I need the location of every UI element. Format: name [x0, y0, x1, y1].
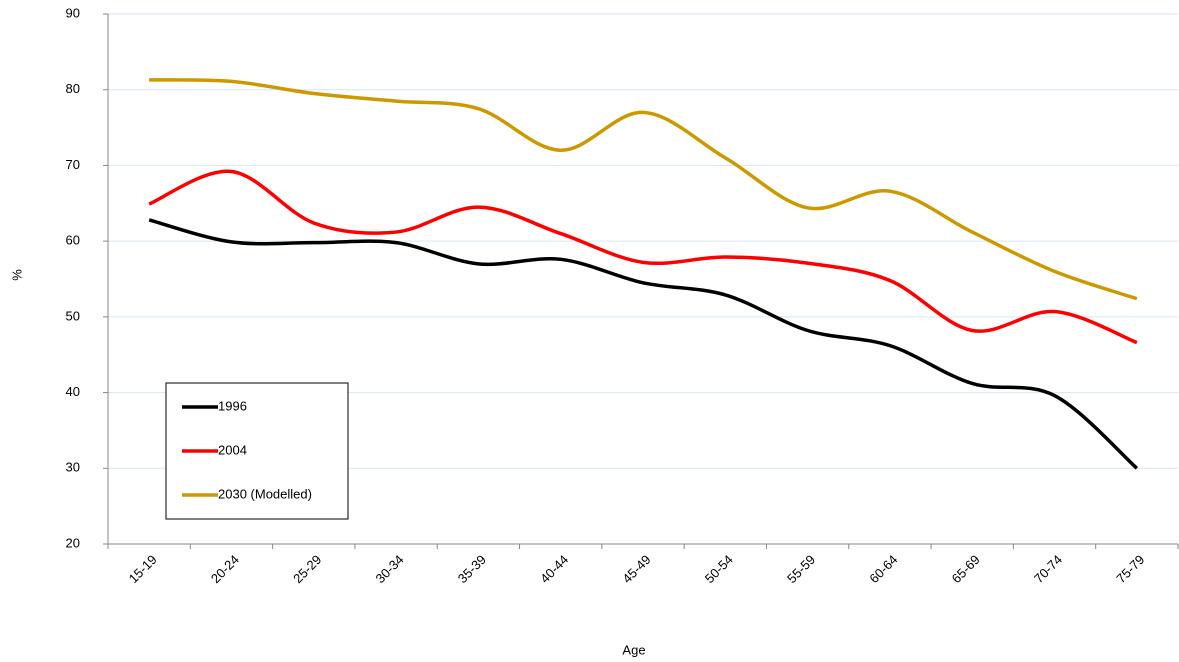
- x-tick-label: 30-34: [373, 552, 407, 586]
- x-tick-label: 70-74: [1031, 552, 1065, 586]
- x-tick-label: 60-64: [866, 552, 900, 586]
- x-tick-label: 15-19: [126, 552, 160, 586]
- legend-label: 2004: [218, 442, 247, 457]
- x-tick-label: 65-69: [949, 552, 983, 586]
- x-tick-label: 75-79: [1113, 552, 1147, 586]
- line: [148, 218, 1139, 470]
- y-tick-label: 60: [66, 233, 80, 248]
- x-axis-label: Age: [622, 642, 645, 657]
- legend-label: 1996: [218, 398, 247, 413]
- legend-label: 2030 (Modelled): [218, 486, 312, 501]
- line: [148, 169, 1138, 345]
- line: [149, 78, 1138, 301]
- y-tick-label: 70: [66, 157, 80, 172]
- y-tick-label: 50: [66, 308, 80, 323]
- y-tick-label: 90: [66, 5, 80, 20]
- y-axis-label: %: [9, 269, 24, 281]
- x-tick-label: 45-49: [619, 552, 653, 586]
- x-tick-label: 20-24: [208, 552, 242, 586]
- y-tick-label: 30: [66, 460, 80, 475]
- y-tick-label: 20: [66, 535, 80, 550]
- x-tick-label: 50-54: [702, 552, 736, 586]
- x-tick-label: 25-29: [290, 552, 324, 586]
- x-tick-label: 55-59: [784, 552, 818, 586]
- y-tick-label: 80: [66, 81, 80, 96]
- x-tick-label: 35-39: [455, 552, 489, 586]
- x-tick-label: 40-44: [537, 552, 571, 586]
- y-tick-label: 40: [66, 384, 80, 399]
